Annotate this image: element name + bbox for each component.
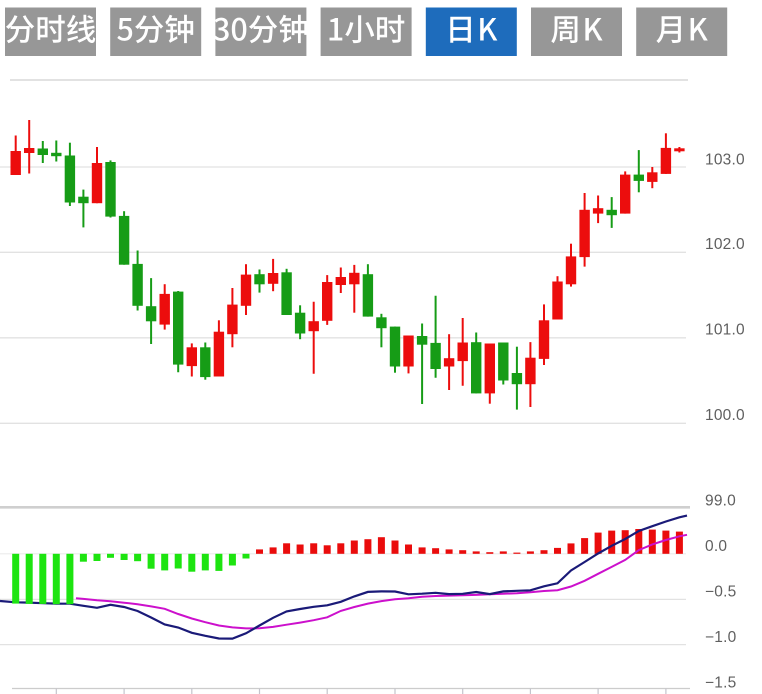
svg-text:101.0: 101.0 [705,322,745,339]
svg-text:99.0: 99.0 [705,492,736,509]
svg-text:102.0: 102.0 [705,236,745,253]
svg-text:100.0: 100.0 [705,407,745,424]
svg-text:−1.0: −1.0 [705,629,737,646]
svg-text:−0.5: −0.5 [705,584,736,601]
svg-text:−1.5: −1.5 [705,675,736,692]
svg-text:103.0: 103.0 [705,151,745,168]
svg-text:0.0: 0.0 [705,538,727,555]
